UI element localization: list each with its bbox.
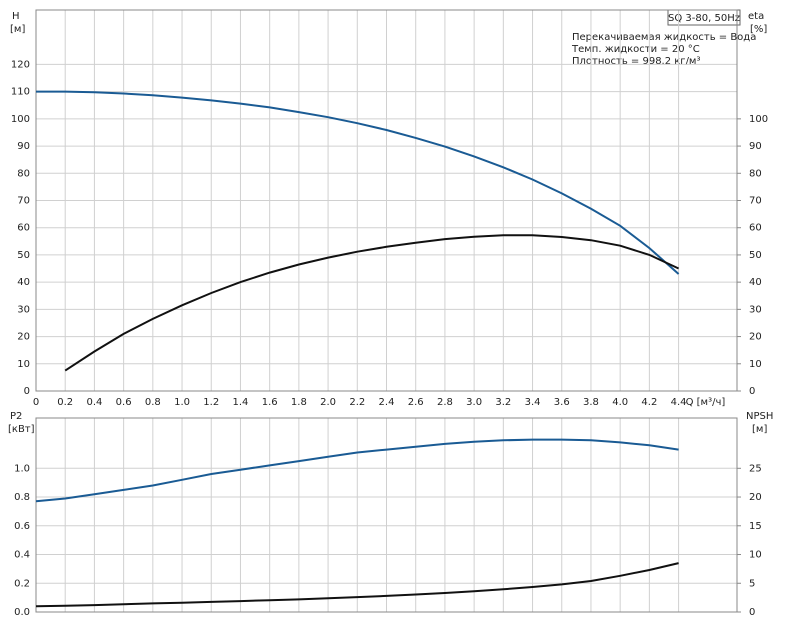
y2-axis-label: NPSH: [746, 411, 773, 422]
y2-tick-label: 50: [749, 250, 762, 261]
y-tick-label: 70: [17, 196, 30, 207]
x-tick-label: 1.8: [291, 397, 307, 408]
y2-tick-label: 10: [749, 359, 762, 370]
y-axis-unit: [м]: [10, 24, 25, 35]
y2-tick-label: 80: [749, 168, 762, 179]
y2-tick-label: 20: [749, 332, 762, 343]
curve-1: [64, 234, 680, 372]
x-tick-label: 2.6: [408, 397, 424, 408]
x-tick-label: 0.4: [86, 397, 102, 408]
y-tick-label: 50: [17, 250, 30, 261]
y2-tick-label: 20: [749, 492, 762, 503]
y2-tick-label: 100: [749, 114, 768, 125]
y2-tick-label: 25: [749, 463, 762, 474]
y2-tick-label: 60: [749, 223, 762, 234]
y2-tick-label: 0: [749, 386, 755, 397]
y2-axis-unit: [%]: [750, 24, 767, 35]
y-tick-label: 60: [17, 223, 30, 234]
y-tick-label: 0.0: [14, 607, 30, 618]
x-axis-label: Q [м³/ч]: [686, 397, 726, 408]
x-tick-label: 0.2: [57, 397, 73, 408]
x-tick-label: 0: [33, 397, 39, 408]
y-tick-label: 40: [17, 277, 30, 288]
x-tick-label: 2.4: [379, 397, 395, 408]
y-tick-label: 20: [17, 332, 30, 343]
x-tick-label: 3.2: [495, 397, 511, 408]
x-tick-label: 2.0: [320, 397, 336, 408]
y2-tick-label: 40: [749, 277, 762, 288]
y2-tick-label: 15: [749, 521, 762, 532]
x-tick-label: 1.6: [262, 397, 278, 408]
y2-axis-unit: [м]: [752, 424, 767, 435]
y-tick-label: 30: [17, 304, 30, 315]
x-tick-label: 3.8: [583, 397, 599, 408]
y-tick-label: 120: [11, 59, 30, 70]
x-tick-label: 4.2: [641, 397, 657, 408]
y2-tick-label: 30: [749, 304, 762, 315]
y2-tick-label: 0: [749, 607, 755, 618]
x-tick-label: 1.0: [174, 397, 190, 408]
x-tick-label: 4.0: [612, 397, 628, 408]
x-tick-label: 1.4: [233, 397, 249, 408]
y-tick-label: 1.0: [14, 463, 30, 474]
curve-1: [35, 562, 679, 608]
x-tick-label: 3.0: [466, 397, 482, 408]
plot-frame: [35, 417, 738, 613]
y-axis-label: H: [12, 11, 20, 22]
chart-title: SQ 3-80, 50Hz: [668, 13, 740, 24]
y-tick-label: 0.8: [14, 492, 30, 503]
y-axis-unit: [кВт]: [8, 424, 35, 435]
y-tick-label: 0.4: [14, 550, 30, 561]
y2-axis-label: eta: [748, 11, 764, 22]
y-tick-label: 80: [17, 168, 30, 179]
y2-tick-label: 5: [749, 578, 755, 589]
y2-tick-label: 90: [749, 141, 762, 152]
y-tick-label: 10: [17, 359, 30, 370]
y-tick-label: 100: [11, 114, 30, 125]
x-tick-label: 0.6: [116, 397, 132, 408]
y-tick-label: 90: [17, 141, 30, 152]
curve-0: [35, 438, 679, 503]
x-tick-label: 2.8: [437, 397, 453, 408]
x-tick-label: 2.2: [349, 397, 365, 408]
annotation: Плотность = 998.2 кг/м³: [572, 56, 701, 67]
annotation: Темп. жидкости = 20 °C: [571, 44, 700, 55]
y2-tick-label: 70: [749, 196, 762, 207]
y2-tick-label: 10: [749, 550, 762, 561]
y-tick-label: 0.6: [14, 521, 30, 532]
y-tick-label: 110: [11, 87, 30, 98]
plot-frame: [35, 9, 738, 392]
x-tick-label: 0.8: [145, 397, 161, 408]
x-tick-label: 4.4: [671, 397, 687, 408]
x-tick-label: 1.2: [203, 397, 219, 408]
y-axis-label: P2: [10, 411, 22, 422]
y-tick-label: 0: [24, 386, 30, 397]
y-tick-label: 0.2: [14, 578, 30, 589]
curve-0: [36, 90, 680, 275]
x-tick-label: 3.6: [554, 397, 570, 408]
annotation: Перекачиваемая жидкость = Вода: [572, 32, 756, 43]
x-tick-label: 3.4: [525, 397, 541, 408]
